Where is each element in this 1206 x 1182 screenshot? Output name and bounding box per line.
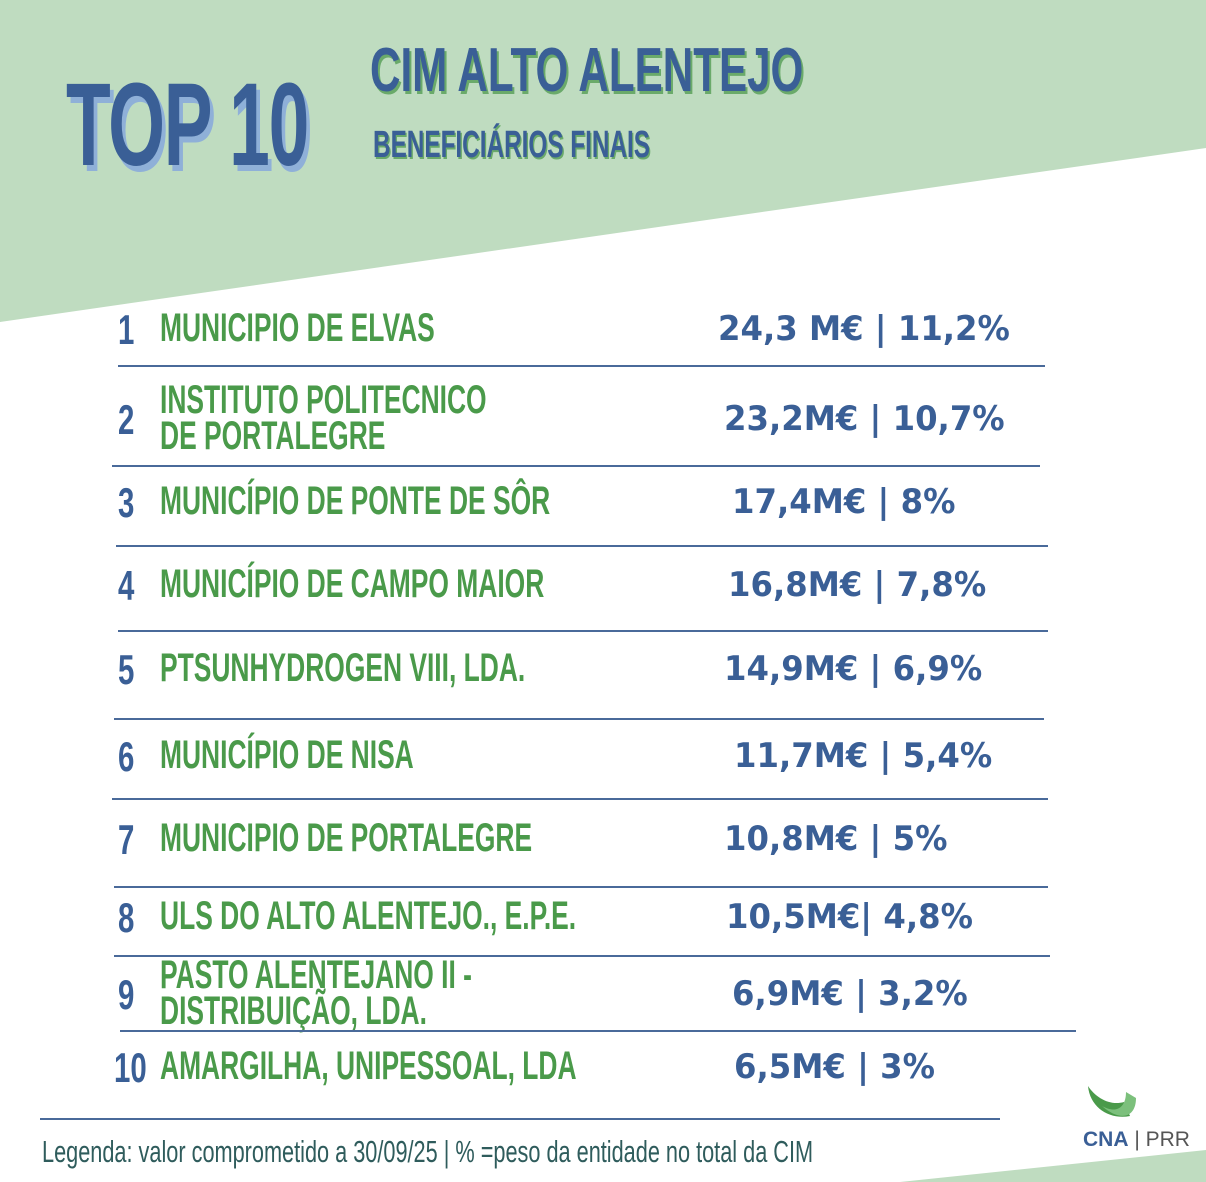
amount-share: 6,9M€ | 3,2%: [732, 974, 968, 1014]
beneficiary-name: AMARGILHA, UNIPESSOAL, LDA: [160, 1044, 577, 1088]
page-title: CIM ALTO ALENTEJO: [370, 36, 804, 105]
amount-share: 17,4M€ | 8%: [732, 482, 956, 522]
amount-share: 24,3 M€ | 11,2%: [718, 309, 1010, 349]
row-divider: [118, 365, 1045, 367]
beneficiary-name: MUNICÍPIO DE PONTE DE SÔR: [160, 479, 551, 523]
row-divider: [112, 798, 1048, 800]
amount-share: 14,9M€ | 6,9%: [724, 649, 983, 689]
amount-share: 23,2M€ | 10,7%: [724, 399, 1005, 439]
rank-number: 3: [118, 479, 135, 526]
row-divider: [120, 1030, 1076, 1032]
row-divider: [112, 465, 1040, 467]
amount-share: 16,8M€ | 7,8%: [728, 565, 987, 605]
amount-share: 11,7M€ | 5,4%: [734, 736, 993, 776]
logo-text: CNA | PRR: [1083, 1128, 1190, 1151]
amount-share: 10,8M€ | 5%: [724, 819, 948, 859]
rank-number: 10: [114, 1044, 147, 1091]
row-divider: [114, 886, 1048, 888]
top10-badge: TOP 10: [66, 59, 309, 191]
logo-cna: CNA: [1083, 1128, 1129, 1151]
rank-number: 8: [118, 894, 135, 941]
rank-number: 5: [118, 646, 135, 693]
beneficiary-name: INSTITUTO POLITECNICO DE PORTALEGRE: [160, 378, 487, 458]
beneficiary-name: MUNICIPIO DE PORTALEGRE: [160, 816, 533, 860]
row-divider: [118, 630, 1048, 632]
beneficiary-name: MUNICIPIO DE ELVAS: [160, 306, 435, 350]
rank-number: 1: [118, 306, 135, 353]
amount-share: 10,5M€| 4,8%: [726, 897, 973, 937]
beneficiary-name: PASTO ALENTEJANO II - DISTRIBUIÇÃO, LDA.: [160, 953, 472, 1033]
beneficiary-name: MUNICÍPIO DE CAMPO MAIOR: [160, 562, 545, 606]
logo-prr: PRR: [1145, 1128, 1190, 1151]
row-divider: [114, 955, 1050, 957]
row-divider: [114, 718, 1044, 720]
page-subtitle: BENEFICIÁRIOS FINAIS: [373, 124, 650, 166]
rank-number: 6: [118, 733, 135, 780]
amount-share: 6,5M€ | 3%: [734, 1047, 935, 1087]
beneficiary-name: ULS DO ALTO ALENTEJO., E.P.E.: [160, 894, 577, 938]
rank-number: 2: [118, 396, 135, 443]
rank-number: 4: [118, 562, 135, 609]
row-divider: [116, 545, 1048, 547]
beneficiary-name: PTSUNHYDROGEN VIII, LDA.: [160, 646, 526, 690]
rank-number: 7: [118, 816, 135, 863]
legend-text: Legenda: valor comprometido a 30/09/25 |…: [42, 1134, 814, 1169]
beneficiary-name: MUNICÍPIO DE NISA: [160, 733, 414, 777]
legend-divider: [40, 1118, 1000, 1120]
rank-number: 9: [118, 971, 135, 1018]
cna-prr-logo-icon: [1088, 1086, 1136, 1117]
